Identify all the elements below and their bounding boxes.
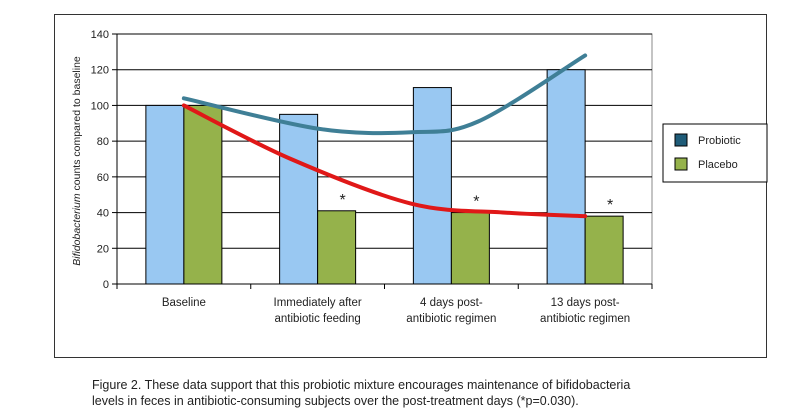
trend-line-placebo (181, 103, 588, 219)
y-tick-label: 40 (97, 208, 109, 220)
bar-probiotic (412, 87, 452, 285)
y-tick-label: 60 (97, 172, 109, 184)
significance-marker: * (473, 194, 479, 211)
y-tick-label: 80 (97, 136, 109, 148)
y-tick-label: 20 (97, 243, 109, 255)
trend-line-probiotic (181, 53, 588, 136)
significance-marker: * (607, 197, 613, 214)
y-tick-label: 100 (91, 100, 109, 112)
y-tick-label: 140 (91, 29, 109, 41)
bar-placebo (450, 212, 490, 285)
y-axis-label: Bifidobacterium counts compared to basel… (71, 56, 83, 266)
y-axis-label-italic: Bifidobacterium (71, 193, 83, 266)
figure-caption: Figure 2. These data support that this p… (92, 377, 772, 409)
legend-label-probiotic: Probiotic (698, 135, 741, 147)
bar-probiotic (279, 113, 319, 285)
x-category-label: antibiotic feeding (274, 313, 360, 325)
x-category-label: antibiotic regimen (540, 313, 630, 325)
bar-placebo (183, 104, 223, 285)
x-category-label: Baseline (162, 297, 206, 309)
caption-line-2: levels in feces in antibiotic-consuming … (92, 394, 579, 408)
x-category-label: 4 days post- (420, 297, 483, 309)
legend-label-placebo: Placebo (698, 159, 738, 171)
y-tick-label: 0 (103, 279, 109, 291)
caption-line-1: Figure 2. These data support that this p… (92, 378, 631, 392)
significance-marker: * (340, 192, 346, 209)
bar-probiotic (145, 104, 185, 285)
bar-placebo (317, 210, 357, 285)
legend-box (662, 123, 768, 183)
x-category-label: antibiotic regimen (406, 313, 496, 325)
legend-swatch-placebo (674, 157, 688, 171)
legend-swatch-probiotic (674, 133, 688, 147)
x-category-label: Immediately after (274, 297, 362, 309)
x-category-label: 13 days post- (551, 297, 620, 309)
bar-probiotic (546, 69, 586, 285)
bar-placebo (584, 215, 624, 285)
y-tick-label: 120 (91, 65, 109, 77)
y-axis-label-rest: counts compared to baseline (71, 56, 83, 193)
